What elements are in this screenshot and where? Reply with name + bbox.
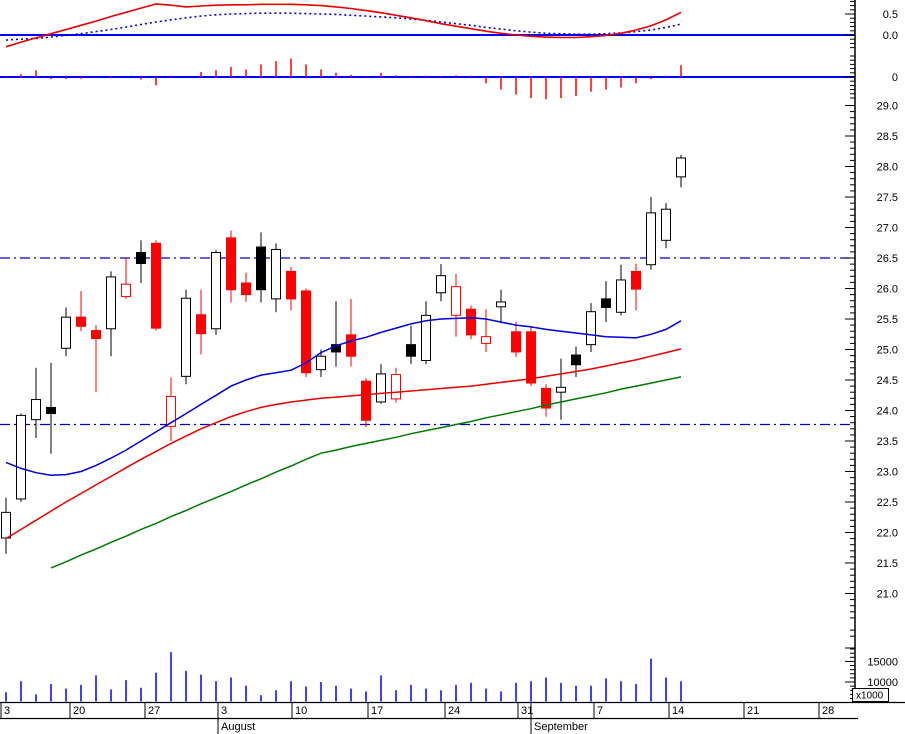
volume-unit-label: x1000 xyxy=(856,691,884,702)
histogram-axis-label: 0 xyxy=(892,72,898,84)
candle-body-white xyxy=(676,157,686,178)
candle-body-black xyxy=(256,246,266,291)
price-axis-label: 28.5 xyxy=(877,131,898,143)
ma-mid-line xyxy=(5,348,682,540)
price-axis-label: 27.0 xyxy=(877,223,898,235)
candle-body-white xyxy=(556,386,566,393)
candle-body-red xyxy=(301,290,311,374)
candle-body-red xyxy=(466,308,476,336)
candle-body-black xyxy=(136,252,146,264)
candle-body-white xyxy=(61,316,71,349)
date-label: 3 xyxy=(221,705,227,717)
candle-body-white xyxy=(16,414,26,500)
month-label: August xyxy=(221,721,255,733)
price-axis-label: 26.5 xyxy=(877,253,898,265)
indicator-axis-label: 0.0 xyxy=(883,30,898,42)
candle-body-white xyxy=(181,297,191,377)
volume-unit-box xyxy=(852,688,889,702)
price-axis-label: 27.5 xyxy=(877,192,898,204)
price-axis-label: 25.5 xyxy=(877,314,898,326)
candle-body-white xyxy=(661,208,671,241)
candle-body-red xyxy=(241,282,251,296)
candle-body-white xyxy=(271,248,281,300)
price-axis-label: 22.0 xyxy=(877,528,898,540)
candle-body-black xyxy=(46,406,56,415)
candle-body-red-hollow xyxy=(121,283,131,297)
price-axis-label: 24.5 xyxy=(877,375,898,387)
candle-body-black xyxy=(406,344,416,357)
candle-body-red xyxy=(151,242,161,329)
month-label: September xyxy=(534,721,588,733)
candle-body-white xyxy=(496,301,506,308)
candle-body-white xyxy=(31,399,41,421)
candle-body-red xyxy=(541,388,551,409)
candle-body-red xyxy=(526,331,536,384)
price-axis-label: 22.5 xyxy=(877,497,898,509)
candle-body-red-hollow xyxy=(481,336,491,344)
candle-body-white xyxy=(1,511,11,539)
candle-body-white xyxy=(616,279,626,313)
indicator-axis-label: 0.5 xyxy=(883,9,898,21)
date-label: 24 xyxy=(448,705,460,717)
candle-body-white xyxy=(376,373,386,403)
date-label: 17 xyxy=(371,705,383,717)
candle-body-red xyxy=(91,330,101,340)
price-axis-label: 21.0 xyxy=(877,589,898,601)
candle-body-white xyxy=(211,252,221,330)
candle-body-red-hollow xyxy=(391,374,401,400)
candle-body-black xyxy=(601,298,611,308)
candle-body-white xyxy=(586,311,596,346)
date-label: 28 xyxy=(822,705,834,717)
price-axis-label: 26.0 xyxy=(877,284,898,296)
candle-body-white xyxy=(436,275,446,294)
date-label: 21 xyxy=(747,705,759,717)
price-axis-label: 21.5 xyxy=(877,558,898,570)
candle-body-white xyxy=(421,314,431,361)
price-axis-label: 25.0 xyxy=(877,345,898,357)
date-label: 27 xyxy=(148,705,160,717)
date-label: 7 xyxy=(597,705,603,717)
candle-body-red xyxy=(76,316,86,327)
date-label: 3 xyxy=(4,705,10,717)
date-label: 10 xyxy=(295,705,307,717)
price-axis-label: 29.0 xyxy=(877,101,898,113)
price-axis-label: 24.0 xyxy=(877,406,898,418)
volume-axis-label: 15000 xyxy=(867,656,898,668)
price-axis-label: 23.0 xyxy=(877,467,898,479)
date-label: 14 xyxy=(672,705,684,717)
candle-body-red xyxy=(196,314,206,335)
candle-body-red xyxy=(511,331,521,353)
candle-body-red xyxy=(226,237,236,291)
ma-fast-line xyxy=(5,317,682,476)
candle-body-red xyxy=(361,380,371,421)
candle-body-white xyxy=(106,276,116,330)
date-label: 31 xyxy=(521,705,533,717)
macd-signal-line xyxy=(5,12,682,41)
price-axis-label: 28.0 xyxy=(877,162,898,174)
candle-body-red-hollow xyxy=(451,286,461,316)
candle-body-red xyxy=(286,270,296,300)
date-label: 20 xyxy=(73,705,85,717)
price-axis-label: 23.5 xyxy=(877,436,898,448)
ma-slow-line xyxy=(50,376,682,569)
candle-body-red xyxy=(631,270,641,290)
candle-body-red-hollow xyxy=(166,395,176,427)
candle-body-black xyxy=(571,354,581,366)
volume-axis-label: 10000 xyxy=(867,677,898,689)
macd-line xyxy=(5,3,682,48)
candle-body-red xyxy=(346,334,356,357)
candle-body-white xyxy=(646,212,656,266)
candle-body-white xyxy=(316,355,326,371)
